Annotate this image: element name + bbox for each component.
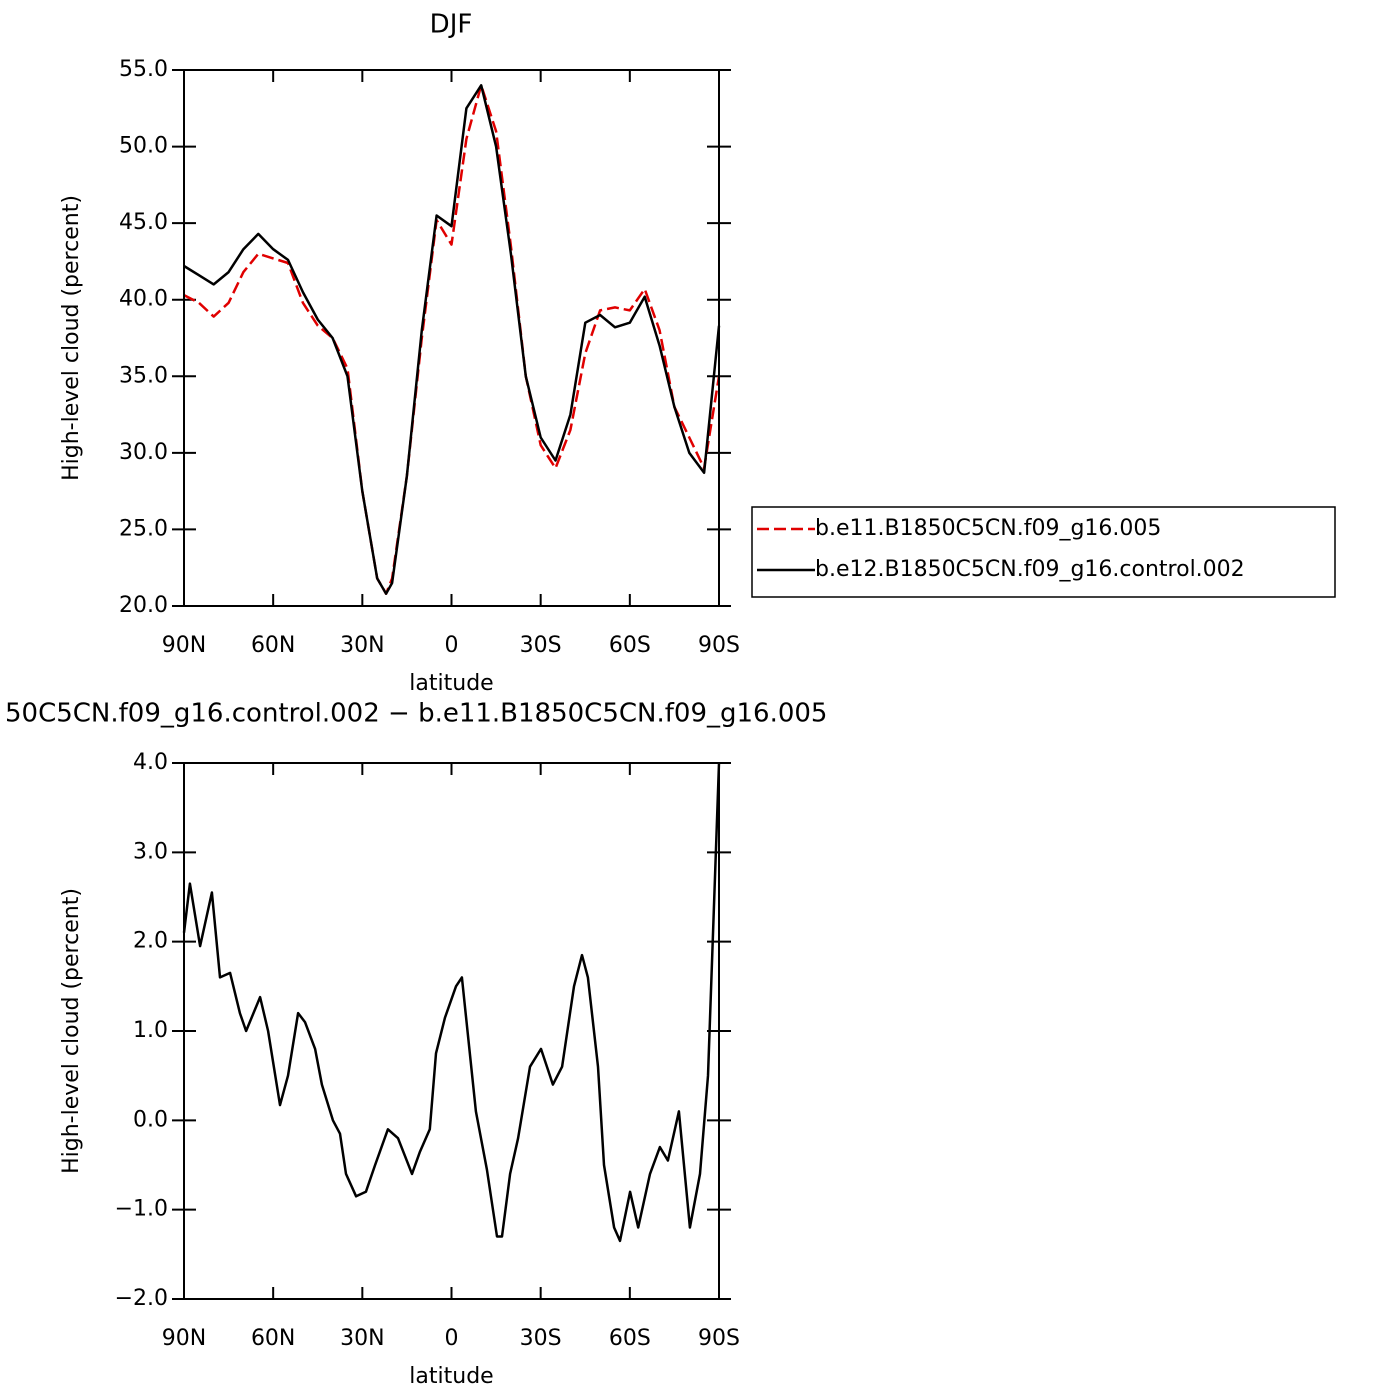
- x-tick-label: 30N: [340, 633, 384, 658]
- y-tick-label: 3.0: [133, 839, 168, 864]
- x-tick-label: 60S: [609, 1326, 651, 1351]
- plot-frame: [183, 762, 720, 1300]
- x-tick-label: 60S: [609, 633, 651, 658]
- series-line: [183, 84, 721, 595]
- x-tick-label: 0: [445, 633, 459, 658]
- y-axis-label: High-level cloud (percent): [59, 888, 84, 1174]
- x-tick-label: 30S: [520, 633, 562, 658]
- y-tick-label: 0.0: [133, 1107, 168, 1132]
- y-tick-label: 35.0: [119, 363, 168, 388]
- y-tick-label: 50.0: [119, 134, 168, 159]
- y-tick-label: 40.0: [119, 287, 168, 312]
- legend-label: b.e12.B1850C5CN.f09_g16.control.002: [815, 557, 1245, 582]
- legend-label: b.e11.B1850C5CN.f09_g16.005: [815, 516, 1161, 541]
- y-tick-label: 1.0: [133, 1018, 168, 1043]
- chart-title: DJF: [430, 10, 473, 40]
- series-line: [183, 84, 721, 595]
- x-tick-label: 30N: [340, 1326, 384, 1351]
- y-tick-label: 25.0: [119, 516, 168, 541]
- y-tick-label: 20.0: [119, 593, 168, 618]
- plot-frame: [183, 69, 720, 607]
- x-axis-label: latitude: [409, 1364, 493, 1389]
- x-axis-label: latitude: [409, 671, 493, 696]
- x-tick-label: 60N: [251, 1326, 295, 1351]
- y-tick-label: 2.0: [133, 929, 168, 954]
- y-tick-label: 55.0: [119, 57, 168, 82]
- x-tick-label: 90N: [162, 633, 206, 658]
- x-tick-label: 90S: [698, 633, 740, 658]
- legend-box: [751, 506, 1336, 598]
- y-tick-label: 45.0: [119, 210, 168, 235]
- chart-title: 50C5CN.f09_g16.control.002 − b.e11.B1850…: [5, 699, 827, 729]
- x-tick-label: 90N: [162, 1326, 206, 1351]
- y-tick-label: −1.0: [115, 1197, 168, 1222]
- series-line: [182, 762, 721, 1243]
- y-axis-label: High-level cloud (percent): [59, 195, 84, 481]
- x-tick-label: 0: [445, 1326, 459, 1351]
- x-tick-label: 90S: [698, 1326, 740, 1351]
- y-tick-label: 4.0: [133, 750, 168, 775]
- x-tick-label: 60N: [251, 633, 295, 658]
- y-tick-label: 30.0: [119, 440, 168, 465]
- y-tick-label: −2.0: [115, 1286, 168, 1311]
- x-tick-label: 30S: [520, 1326, 562, 1351]
